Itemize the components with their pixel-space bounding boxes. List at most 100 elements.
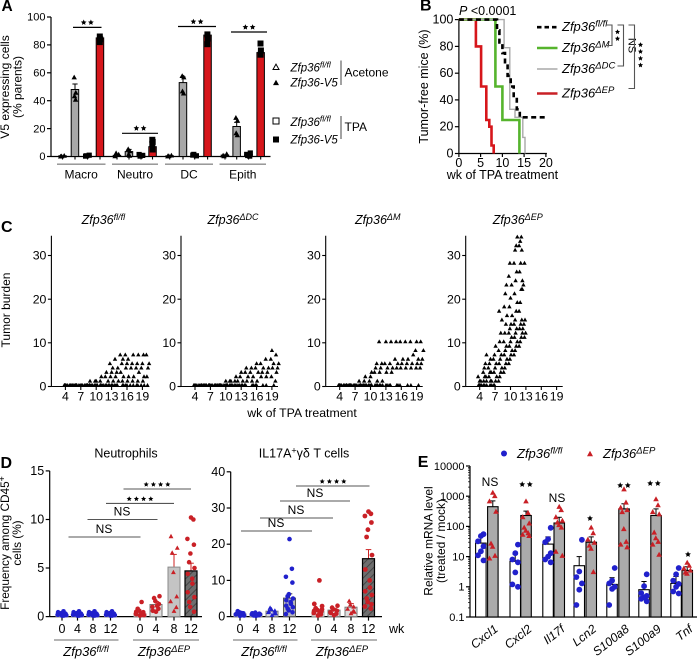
svg-text:IL17A+γδ T cells: IL17A+γδ T cells bbox=[259, 445, 350, 460]
svg-text:Zfp36fl/fl: Zfp36fl/fl bbox=[290, 114, 332, 129]
svg-text:20: 20 bbox=[33, 292, 47, 306]
svg-text:B: B bbox=[420, 0, 432, 15]
svg-text:80: 80 bbox=[33, 40, 45, 52]
svg-text:30: 30 bbox=[162, 249, 176, 263]
svg-text:E: E bbox=[418, 454, 429, 471]
svg-text:20: 20 bbox=[33, 123, 45, 135]
svg-text:10: 10 bbox=[452, 551, 464, 563]
svg-text:20: 20 bbox=[447, 292, 461, 306]
svg-text:Cxcl1: Cxcl1 bbox=[468, 622, 501, 652]
svg-text:Zfp36ΔM: Zfp36ΔM bbox=[354, 212, 401, 227]
svg-text:NS: NS bbox=[549, 491, 566, 505]
svg-text:NS: NS bbox=[482, 475, 499, 489]
svg-text:Relative mRNA level: Relative mRNA level bbox=[422, 486, 436, 595]
svg-text:40: 40 bbox=[439, 93, 453, 107]
svg-text:4: 4 bbox=[62, 390, 69, 404]
svg-text:wk of TPA treatment: wk of TPA treatment bbox=[446, 168, 559, 182]
svg-text:19: 19 bbox=[136, 390, 150, 404]
svg-text:13: 13 bbox=[519, 390, 533, 404]
svg-text:19: 19 bbox=[550, 390, 564, 404]
svg-text:100: 100 bbox=[27, 12, 45, 24]
svg-text:cells (%): cells (%) bbox=[10, 520, 24, 565]
svg-text:7: 7 bbox=[77, 390, 84, 404]
svg-text:15: 15 bbox=[517, 156, 531, 170]
svg-text:10000: 10000 bbox=[434, 461, 465, 473]
svg-text:7: 7 bbox=[207, 390, 214, 404]
svg-text:NS: NS bbox=[307, 486, 324, 500]
svg-text:Zfp36ΔEP: Zfp36ΔEP bbox=[137, 644, 191, 659]
svg-text:Zfp36ΔM: Zfp36ΔM bbox=[561, 40, 610, 56]
svg-text:100: 100 bbox=[446, 521, 464, 533]
svg-text:wk of TPA treatment: wk of TPA treatment bbox=[246, 406, 357, 420]
svg-text:15: 15 bbox=[30, 464, 44, 478]
svg-text:7: 7 bbox=[352, 390, 359, 404]
svg-text:A: A bbox=[2, 0, 13, 15]
svg-text:0.1: 0.1 bbox=[449, 612, 464, 624]
svg-text:60: 60 bbox=[33, 68, 45, 80]
svg-text:Il17f: Il17f bbox=[541, 621, 569, 647]
svg-text:16: 16 bbox=[250, 390, 264, 404]
svg-text:Zfp36fl/fl: Zfp36fl/fl bbox=[290, 60, 332, 75]
svg-text:Zfp36ΔEP: Zfp36ΔEP bbox=[315, 644, 369, 659]
svg-text:4: 4 bbox=[192, 390, 199, 404]
svg-text:NS: NS bbox=[96, 522, 113, 536]
svg-text:0: 0 bbox=[446, 147, 453, 161]
svg-text:1: 1 bbox=[458, 582, 464, 594]
svg-text:8: 8 bbox=[269, 622, 276, 636]
svg-text:Zfp36fl/fl: Zfp36fl/fl bbox=[516, 446, 563, 462]
svg-text:20: 20 bbox=[439, 120, 453, 134]
svg-text:Zfp36-V5: Zfp36-V5 bbox=[290, 78, 339, 90]
svg-text:NS: NS bbox=[268, 516, 285, 530]
svg-text:30: 30 bbox=[33, 249, 47, 263]
svg-text:NS: NS bbox=[626, 38, 638, 53]
svg-text:Zfp36-V5: Zfp36-V5 bbox=[290, 135, 339, 147]
svg-text:Zfp36fl/fl: Zfp36fl/fl bbox=[81, 212, 126, 227]
svg-text:Zfp36ΔDC: Zfp36ΔDC bbox=[206, 212, 259, 227]
svg-text:1000: 1000 bbox=[440, 491, 464, 503]
svg-text:4: 4 bbox=[331, 622, 338, 636]
svg-text:Tumor burden: Tumor burden bbox=[0, 273, 13, 348]
svg-text:Tumor-free mice (%): Tumor-free mice (%) bbox=[417, 29, 431, 143]
svg-text:10: 10 bbox=[211, 573, 225, 587]
svg-text:13: 13 bbox=[234, 390, 248, 404]
svg-text:0: 0 bbox=[40, 380, 47, 394]
svg-text:wk: wk bbox=[388, 622, 405, 636]
svg-text:20: 20 bbox=[307, 292, 321, 306]
svg-text:12: 12 bbox=[362, 622, 376, 636]
svg-text:Acetone: Acetone bbox=[345, 66, 389, 80]
svg-text:10: 10 bbox=[447, 336, 461, 350]
svg-text:13: 13 bbox=[379, 390, 393, 404]
svg-text:16: 16 bbox=[394, 390, 408, 404]
svg-text:0: 0 bbox=[37, 610, 44, 624]
svg-text:12: 12 bbox=[283, 622, 297, 636]
svg-text:0: 0 bbox=[39, 151, 45, 163]
svg-text:10: 10 bbox=[89, 390, 103, 404]
svg-text:8: 8 bbox=[171, 622, 178, 636]
svg-text:D: D bbox=[1, 455, 13, 472]
svg-text:Tnf: Tnf bbox=[673, 621, 697, 644]
svg-text:S100a9: S100a9 bbox=[622, 622, 664, 659]
svg-text:0: 0 bbox=[314, 380, 321, 394]
svg-text:4: 4 bbox=[336, 390, 343, 404]
svg-text:Zfp36ΔEP: Zfp36ΔEP bbox=[561, 85, 615, 101]
svg-text:Zfp36ΔEP: Zfp36ΔEP bbox=[602, 446, 656, 462]
svg-text:10: 10 bbox=[33, 336, 47, 350]
svg-text:4: 4 bbox=[74, 622, 81, 636]
svg-text:8: 8 bbox=[90, 622, 97, 636]
svg-text:Cxcl2: Cxcl2 bbox=[502, 622, 535, 652]
svg-text:10: 10 bbox=[504, 390, 518, 404]
svg-text:10: 10 bbox=[219, 390, 233, 404]
svg-text:DC: DC bbox=[180, 168, 198, 182]
svg-text:Epith: Epith bbox=[229, 168, 256, 182]
svg-text:NS: NS bbox=[114, 505, 131, 519]
svg-text:C: C bbox=[1, 219, 13, 236]
svg-text:Zfp36fl/fl: Zfp36fl/fl bbox=[240, 644, 287, 659]
svg-text:20: 20 bbox=[211, 537, 225, 551]
svg-text:19: 19 bbox=[265, 390, 279, 404]
svg-text:Zfp36ΔDC: Zfp36ΔDC bbox=[561, 61, 615, 77]
svg-text:30: 30 bbox=[447, 249, 461, 263]
svg-text:V5 expressing cells: V5 expressing cells bbox=[0, 35, 12, 138]
svg-text:NS: NS bbox=[288, 503, 305, 517]
svg-text:Frequency among CD45+: Frequency among CD45+ bbox=[0, 476, 12, 610]
svg-text:0: 0 bbox=[454, 380, 461, 394]
